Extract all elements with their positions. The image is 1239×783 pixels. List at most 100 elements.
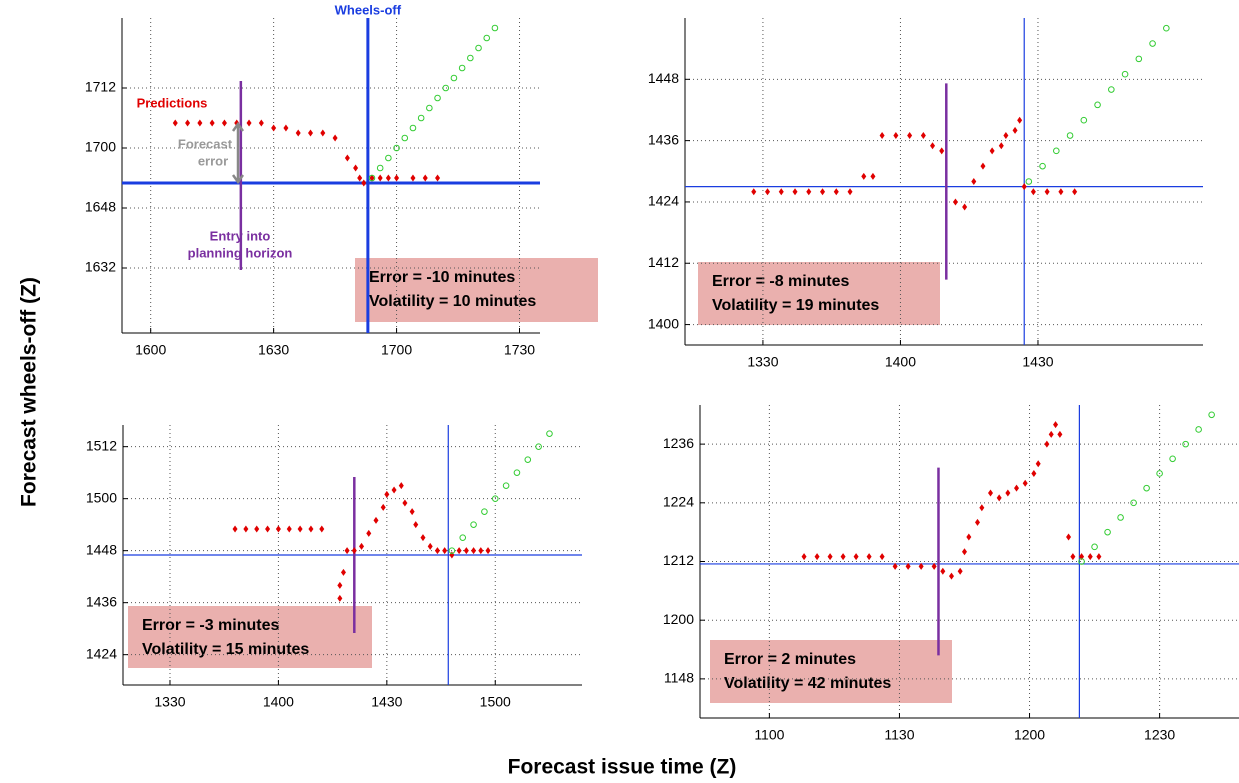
point [1066,533,1072,541]
point [1117,514,1124,521]
forecast-error-label: Forecast [178,136,233,151]
point [751,188,757,196]
y-axis-label: Forecast wheels-off (Z) [18,277,41,507]
x-tick-label: 1430 [371,694,402,710]
point [332,134,338,142]
point [840,553,846,561]
point [961,548,967,556]
point [1044,440,1050,448]
point [1025,178,1033,185]
point [1031,469,1037,477]
point [434,94,441,102]
x-tick-label: 1330 [154,694,185,710]
point [879,132,885,140]
point [820,188,826,196]
y-tick-label: 1412 [648,254,679,270]
x-tick-label: 1630 [258,342,289,358]
wheels-off-label: Wheels-off [335,2,402,17]
point [491,24,499,32]
point [337,594,343,602]
horizon-label: Entry into [210,228,271,243]
point [359,542,365,550]
point [1091,543,1098,551]
point [939,147,945,155]
point [470,521,477,528]
predictions-label: Predictions [137,95,208,110]
point [513,469,521,476]
point [1070,553,1076,561]
point [1066,132,1074,139]
point [801,553,807,561]
point [308,525,314,533]
point [833,188,839,196]
point [814,553,820,561]
point [979,504,985,512]
point [283,124,289,132]
point [827,553,833,561]
point [1022,479,1028,487]
y-tick-label: 1448 [648,70,679,86]
point [481,508,488,515]
point [471,547,477,555]
point [966,533,972,541]
point [1130,499,1137,507]
forecast-error-arrow [231,121,245,185]
point [918,562,924,570]
point [930,142,936,150]
point [535,443,542,450]
point [442,547,448,555]
horizon-label: planning horizon [188,245,293,260]
point [434,547,440,555]
x-tick-label: 1130 [884,727,914,743]
point [361,179,367,187]
point [483,34,491,42]
point [427,542,433,550]
point [1143,484,1150,492]
point [1080,116,1088,124]
point [265,525,271,533]
point [765,188,771,196]
point [401,134,409,142]
point [258,119,264,127]
point [870,172,876,180]
point [467,54,474,62]
point [988,489,994,497]
x-tick-label: 1600 [135,342,166,358]
point [422,174,428,182]
x-tick-label: 1400 [263,694,294,710]
point [948,572,954,580]
point [295,129,301,137]
point [1121,70,1129,78]
point [980,162,986,170]
point [1079,553,1085,561]
point [435,174,441,182]
point [377,174,383,182]
point [221,119,227,127]
y-tick-label: 1424 [648,193,679,209]
point [368,174,376,182]
y-tick-label: 1436 [648,131,679,147]
y-tick-label: 1236 [663,435,694,451]
point [413,521,419,529]
point [376,164,384,172]
point [340,568,346,576]
point [1087,553,1093,561]
point [373,516,379,524]
point [998,142,1004,150]
point [1208,411,1215,419]
point [1048,430,1054,438]
y-tick-label: 1148 [664,670,694,686]
point [920,132,926,140]
x-tick-label: 1200 [1014,727,1045,743]
point [989,147,995,155]
x-tick-label: 1100 [754,727,784,743]
point [1108,86,1115,93]
point [905,562,911,570]
point [319,525,325,533]
point [996,494,1002,502]
point [320,129,326,137]
point [806,188,812,196]
y-tick-label: 1700 [85,139,116,155]
point [1021,183,1027,191]
